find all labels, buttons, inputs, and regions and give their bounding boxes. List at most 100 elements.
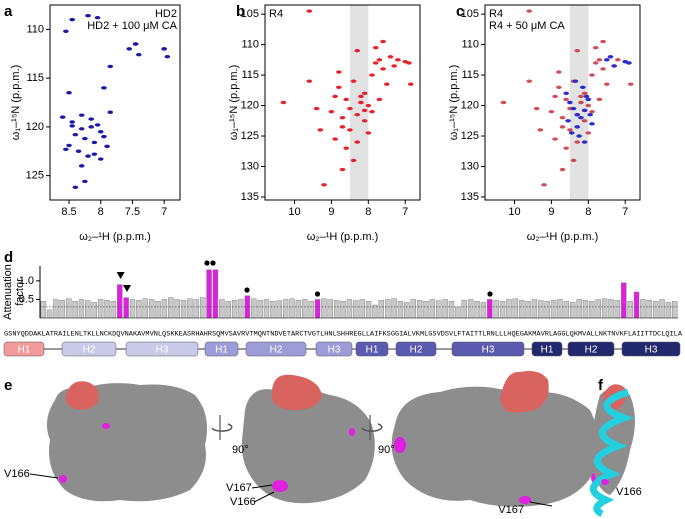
peak	[526, 79, 533, 83]
x-tick-label: 8	[365, 206, 371, 218]
peak	[369, 109, 375, 114]
peak	[541, 183, 547, 187]
helix	[315, 341, 353, 357]
bar	[97, 299, 104, 319]
helix-label: H1	[366, 345, 379, 356]
peak	[380, 39, 386, 44]
bar	[168, 297, 174, 319]
peak	[603, 82, 610, 86]
peak	[94, 15, 101, 20]
peak	[615, 58, 621, 62]
peak	[94, 123, 101, 127]
helix	[621, 341, 681, 357]
surface-patch	[500, 371, 549, 413]
peak	[383, 82, 390, 86]
bar	[455, 306, 461, 319]
peak	[567, 128, 573, 132]
residue-label: V167	[226, 482, 252, 494]
legend-entry: R4	[269, 8, 283, 20]
helix	[355, 341, 389, 357]
y-axis-label: ω₁–¹⁵N (p.p.m.)	[448, 65, 460, 141]
surface-patch	[271, 374, 322, 410]
peak	[552, 94, 558, 99]
peak	[347, 128, 353, 132]
bar	[46, 309, 53, 319]
peak	[78, 127, 85, 131]
peak	[583, 94, 590, 99]
label-arrow	[253, 491, 275, 503]
bar	[410, 299, 416, 319]
peak	[101, 86, 107, 90]
bar	[416, 299, 423, 319]
bar	[66, 298, 72, 319]
peak	[563, 97, 569, 102]
bar	[365, 301, 372, 319]
y-tick-label: 120	[461, 99, 479, 111]
peak	[581, 119, 588, 123]
panel-letter: d	[4, 249, 13, 266]
peak	[578, 100, 584, 105]
peak	[97, 157, 104, 161]
peak	[596, 58, 603, 62]
peak	[361, 119, 368, 123]
bar	[493, 299, 499, 319]
surface	[241, 388, 375, 504]
bar	[474, 301, 480, 319]
bar	[442, 299, 448, 319]
marker-dot	[314, 291, 321, 297]
peak	[395, 58, 401, 62]
legend-entry: R4	[489, 8, 503, 20]
peak	[78, 164, 85, 168]
bar	[436, 300, 442, 319]
peak	[581, 108, 588, 113]
bar	[174, 299, 180, 319]
surface	[46, 383, 208, 502]
bar	[40, 301, 46, 319]
helix-label: H2	[83, 345, 96, 356]
y-tick-label: 130	[241, 160, 259, 172]
peak	[82, 179, 88, 184]
y-tick-label: 120	[26, 121, 44, 133]
peak	[578, 116, 584, 120]
bar	[499, 301, 506, 319]
sequence: GSNYQDDAKLATRAILENLTKLLNCKDQVNAKAVMVNLQS…	[4, 331, 682, 338]
y-tick-label: 125	[26, 170, 44, 182]
peak	[59, 115, 66, 119]
x-axis-label: ω₂–¹H (p.p.m.)	[79, 231, 151, 243]
bar	[346, 299, 353, 319]
surface	[391, 386, 599, 507]
peak	[317, 128, 324, 132]
peak	[75, 149, 82, 153]
x-axis-label: ω₂–¹H (p.p.m.)	[527, 231, 599, 243]
peak	[406, 61, 412, 65]
bar	[161, 299, 168, 319]
surface-patch	[394, 437, 406, 453]
peak	[97, 130, 104, 134]
y-axis-label: ω₁–¹⁵N (p.p.m.)	[228, 65, 240, 141]
peak	[376, 97, 383, 102]
peak	[574, 112, 581, 117]
x-tick-label: 7	[161, 206, 167, 218]
bar	[333, 299, 340, 319]
plot-frame	[49, 4, 181, 201]
marker-dot	[204, 260, 210, 266]
surface-patch	[272, 480, 288, 492]
label-arrow	[529, 501, 553, 507]
surface-patch	[349, 428, 355, 436]
bar	[614, 299, 621, 319]
y-tick-label: 130	[461, 160, 479, 172]
peak	[132, 42, 139, 46]
panel-letter: c	[456, 3, 464, 20]
bar	[480, 302, 487, 319]
bar	[519, 299, 525, 319]
bar	[251, 298, 257, 319]
surface-patch	[59, 475, 67, 483]
y-tick-label: 135	[241, 191, 259, 203]
residue-label: V166	[230, 496, 256, 508]
bar	[225, 301, 231, 319]
peak	[548, 109, 555, 114]
bar	[91, 302, 97, 319]
residue-label: V166	[616, 486, 642, 498]
x-axis-label: ω₂–¹H (p.p.m.)	[307, 231, 379, 243]
